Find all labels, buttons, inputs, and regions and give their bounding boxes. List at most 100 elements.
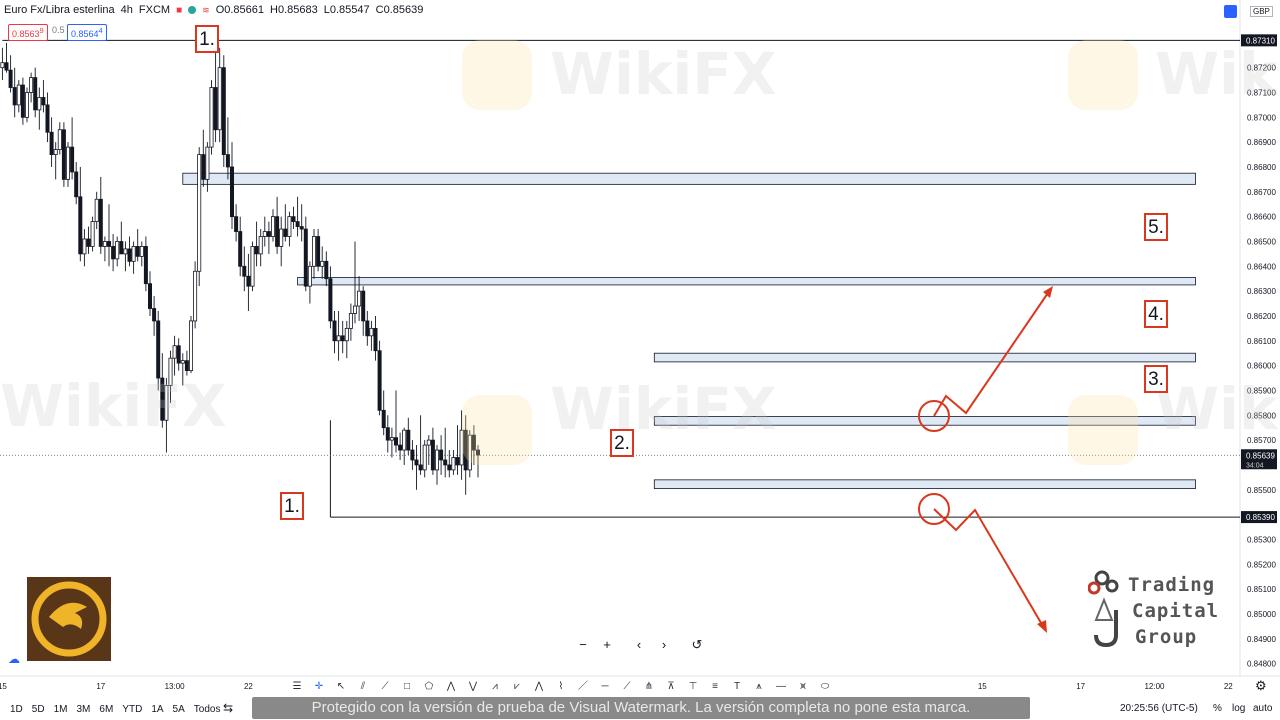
- timeframe-6m[interactable]: 6M: [99, 703, 114, 715]
- ellipse-icon[interactable]: ⬭: [820, 681, 830, 692]
- scroll-left-button[interactable]: ‹: [636, 637, 642, 652]
- ray-icon[interactable]: ／: [578, 681, 588, 692]
- ohlc-open: O0.85661: [215, 4, 265, 16]
- percent-scale-toggle[interactable]: %: [1213, 703, 1222, 714]
- timeframe-1m[interactable]: 1M: [53, 703, 68, 715]
- log-scale-toggle[interactable]: log: [1232, 703, 1246, 714]
- candle-down: [246, 275, 251, 287]
- annotation-label-1-bottom: 1.: [280, 492, 304, 520]
- price-axis-tag-label: 0.87310: [1246, 36, 1275, 45]
- candle-down: [303, 228, 308, 287]
- x-tick-label: 22: [1224, 682, 1233, 691]
- status-dot-icon: [188, 6, 197, 14]
- candle-down: [107, 241, 112, 247]
- y-tick-label: 0.86000: [1247, 362, 1276, 371]
- candle-down: [475, 449, 480, 456]
- gann-box-icon[interactable]: ⊤: [688, 681, 698, 692]
- interval-label[interactable]: 4h: [120, 4, 133, 16]
- trend-angle-icon[interactable]: ⟋: [381, 681, 389, 692]
- polygon-icon[interactable]: ⬠: [424, 681, 434, 692]
- bearish-scenario-arrow: [933, 508, 1045, 629]
- support-resistance-zone: [653, 416, 1196, 426]
- candle-up: [467, 434, 472, 471]
- candle-up: [287, 216, 292, 237]
- symbol-name[interactable]: Euro Fx/Libra esterlina: [4, 4, 115, 16]
- cursor-icon[interactable]: ↖: [336, 681, 346, 692]
- candle-down: [78, 196, 83, 255]
- y-tick-label: 0.85000: [1247, 610, 1276, 619]
- support-resistance-zone: [182, 172, 1196, 185]
- candle-down: [70, 146, 75, 173]
- candle-down: [332, 320, 337, 342]
- candle-up: [102, 241, 107, 247]
- abcd-pattern-icon[interactable]: ⋁: [468, 681, 478, 692]
- candle-down: [365, 320, 370, 337]
- zoom-in-button[interactable]: +: [603, 637, 611, 652]
- extended-line-icon[interactable]: ⟋: [623, 681, 631, 692]
- candle-down: [275, 216, 280, 247]
- reset-chart-button[interactable]: ↺: [691, 637, 703, 652]
- text-icon[interactable]: T: [733, 681, 741, 692]
- indicator-icon[interactable]: ≋: [202, 4, 210, 15]
- candle-down: [295, 221, 300, 227]
- clock-timezone[interactable]: 20:25:56 (UTC-5): [1120, 703, 1198, 714]
- crosshair-icon[interactable]: ✛: [314, 681, 324, 692]
- currency-badge[interactable]: GBP: [1250, 6, 1273, 17]
- candle-up: [139, 246, 144, 257]
- y-tick-label: 0.86800: [1247, 163, 1276, 172]
- candle-up: [336, 335, 341, 342]
- timeframe-5a[interactable]: 5A: [172, 703, 185, 715]
- close-legend-icon[interactable]: ■: [176, 4, 183, 16]
- parallel-channel-icon[interactable]: ⫽: [360, 681, 366, 692]
- wxy-pattern-icon[interactable]: ⋀: [534, 681, 544, 692]
- compare-icon[interactable]: ⇆: [223, 701, 234, 715]
- timeframe-1a[interactable]: 1A: [151, 703, 164, 715]
- candle-down: [430, 439, 435, 471]
- timeframe-1d[interactable]: 1D: [10, 703, 23, 715]
- fib-channel-icon[interactable]: ≡: [712, 681, 718, 692]
- symbol-legend[interactable]: Euro Fx/Libra esterlina 4h FXCM ■ ≋ O0.8…: [4, 4, 423, 16]
- trading-capital-group-logo: [1088, 570, 1119, 648]
- buy-button[interactable]: 0.85644: [67, 24, 107, 41]
- timeframe-ytd[interactable]: YTD: [122, 703, 143, 715]
- head-shoulders-icon[interactable]: ⌇: [558, 681, 564, 692]
- auto-scale-toggle[interactable]: auto: [1253, 703, 1273, 714]
- annotation-label-5: 5.: [1144, 213, 1168, 241]
- timeframe-5d[interactable]: 5D: [31, 703, 45, 715]
- candle-down: [393, 437, 398, 446]
- zoom-out-button[interactable]: −: [579, 637, 587, 652]
- candle-down: [377, 350, 382, 411]
- xabcd-pattern-icon[interactable]: ⋀: [446, 681, 456, 692]
- fib-retracement-icon[interactable]: ⊼: [667, 681, 675, 692]
- candle-down: [381, 409, 386, 429]
- dash-icon[interactable]: —: [776, 681, 786, 692]
- elliott-wave-icon[interactable]: ⩚: [756, 681, 762, 692]
- horizontal-line-icon[interactable]: ☰: [292, 681, 302, 692]
- candle-down: [299, 226, 304, 230]
- support-resistance-zone: [653, 352, 1196, 363]
- candle-up: [0, 62, 5, 69]
- horizontal-ray-icon[interactable]: ─: [601, 681, 609, 692]
- candle-up: [279, 228, 284, 247]
- pitchfork-icon[interactable]: ⋔: [644, 681, 654, 692]
- cyclic-lines-icon[interactable]: ⩙: [800, 681, 806, 692]
- candle-up: [402, 429, 407, 451]
- candle-up: [94, 198, 99, 223]
- timeframe-todos[interactable]: Todos: [193, 703, 221, 715]
- scroll-right-button[interactable]: ›: [661, 637, 667, 652]
- wxyz-pattern-icon[interactable]: ⩘: [492, 681, 498, 692]
- x-tick-label: 15: [978, 682, 987, 691]
- candle-up: [459, 429, 464, 466]
- abc-pattern-icon[interactable]: ⩗: [514, 681, 520, 692]
- gear-icon[interactable]: ⚙: [1255, 678, 1267, 693]
- candle-up: [205, 146, 210, 180]
- candle-down: [242, 265, 247, 277]
- sell-button[interactable]: 0.85639: [8, 24, 48, 41]
- rectangle-icon[interactable]: □: [403, 681, 411, 692]
- timeframe-3m[interactable]: 3M: [76, 703, 91, 715]
- chat-icon[interactable]: [1224, 5, 1237, 18]
- annotation-label-1-top: 1.: [195, 25, 219, 53]
- candle-up: [180, 360, 185, 364]
- cloud-icon[interactable]: ☁: [8, 652, 20, 666]
